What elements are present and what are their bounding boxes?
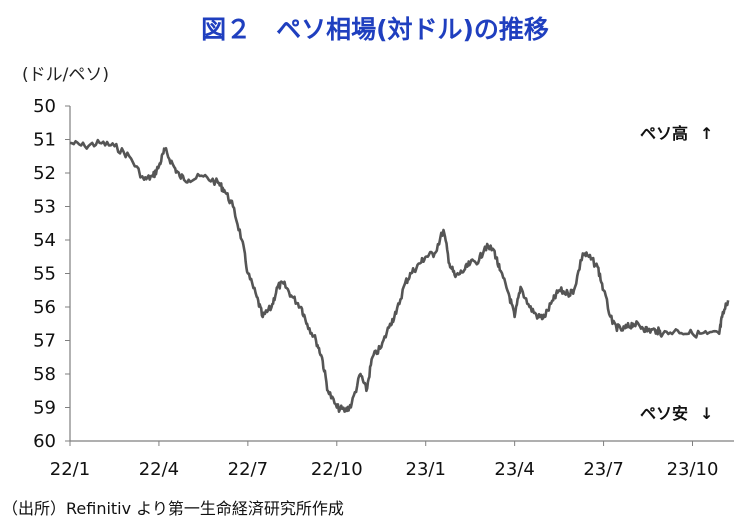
y-axis-ticks: 50 51 52 53 54 55 56 57 58 59 60 [33,96,70,452]
y-tick-label: 51 [33,130,56,151]
series-line [69,138,730,413]
axes [69,106,734,442]
y-tick-label: 55 [33,264,56,285]
x-tick-label: 23/4 [494,459,534,480]
series-layer [69,138,730,413]
y-tick-label: 59 [33,398,56,419]
y-tick-label: 58 [33,364,56,385]
y-tick-label: 53 [33,197,56,218]
x-axis-ticks: 22/1 22/4 22/7 22/10 23/1 23/4 23/7 23/10 [50,441,719,480]
arrow-up-icon: ↑ [700,124,713,143]
y-tick-label: 56 [33,297,56,318]
peso-weak-label: ペソ安 [640,404,688,423]
y-tick-label: 54 [33,230,56,251]
y-tick-label: 52 [33,163,56,184]
chart-title: 図２ ペソ相場(対ドル)の推移 [201,15,549,44]
x-tick-label: 22/10 [311,459,363,480]
arrow-down-icon: ↓ [700,404,713,423]
y-tick-label: 57 [33,331,56,352]
x-tick-label: 23/7 [583,459,623,480]
y-tick-label: 50 [33,96,56,117]
source-note: （出所）Refinitiv より第一生命経済研究所作成 [2,499,344,518]
x-tick-label: 22/7 [228,459,268,480]
x-tick-label: 23/10 [667,459,719,480]
y-tick-label: 60 [33,431,56,452]
y-axis-unit-label: (ドル/ペソ) [22,65,109,85]
peso-strong-label: ペソ高 [640,124,688,143]
x-tick-label: 23/1 [406,459,446,480]
x-tick-label: 22/1 [50,459,90,480]
x-tick-label: 22/4 [139,459,179,480]
